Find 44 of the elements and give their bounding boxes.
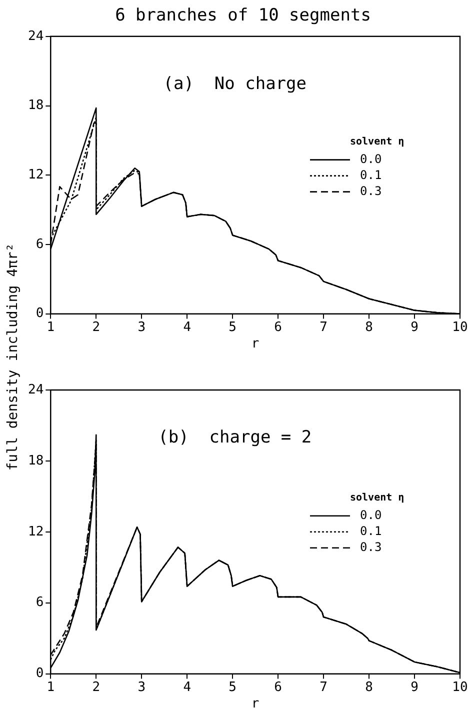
x-tick-label: 4 [183, 320, 192, 335]
x-tick-label: 5 [228, 680, 236, 695]
x-tick-label: 2 [92, 320, 100, 335]
x-tick-label: 3 [138, 680, 146, 695]
y-tick-label: 6 [36, 595, 44, 610]
annotation: (b) charge = 2 [158, 427, 312, 448]
legend-label: 0.3 [360, 184, 382, 198]
legend-label: 0.3 [360, 540, 382, 554]
x-tick-label: 5 [228, 320, 236, 335]
x-axis-title: r [251, 696, 260, 712]
y-tick-label: 12 [28, 524, 44, 540]
y-tick-label: 24 [28, 28, 44, 44]
y-tick-label: 24 [28, 382, 44, 398]
x-tick-label: 10 [452, 320, 468, 335]
x-tick-label: 9 [410, 320, 418, 335]
x-tick-label: 7 [320, 680, 328, 695]
legend-label: 0.0 [360, 508, 382, 522]
y-tick-label: 18 [28, 98, 44, 114]
x-tick-label: 6 [274, 680, 282, 695]
x-tick-label: 9 [410, 680, 418, 695]
legend-label: 0.0 [360, 152, 382, 166]
x-tick-label: 1 [46, 680, 55, 695]
y-axis-title: full density including 4πr² [5, 243, 22, 471]
x-tick-label: 2 [92, 680, 100, 695]
y-tick-label: 6 [36, 236, 44, 252]
x-tick-label: 6 [274, 320, 282, 335]
legend-label: 0.1 [360, 524, 382, 538]
y-tick-label: 12 [28, 167, 44, 182]
chart-title: 6 branches of 10 segments [115, 6, 371, 26]
y-tick-label: 18 [28, 453, 44, 468]
x-tick-label: 1 [46, 320, 55, 335]
annotation: (a) No charge [163, 74, 307, 94]
x-tick-label: 8 [365, 320, 373, 335]
x-tick-label: 8 [365, 680, 373, 695]
x-axis-title: r [251, 336, 260, 352]
x-tick-label: 3 [138, 320, 146, 335]
y-tick-label: 0 [36, 306, 44, 322]
x-tick-label: 4 [183, 680, 192, 695]
legend-title: solvent η [350, 136, 404, 148]
x-tick-label: 7 [320, 320, 328, 335]
legend-label: 0.1 [360, 168, 382, 182]
x-tick-label: 10 [452, 680, 468, 695]
legend-title: solvent η [350, 492, 404, 504]
y-tick-label: 0 [36, 666, 44, 682]
